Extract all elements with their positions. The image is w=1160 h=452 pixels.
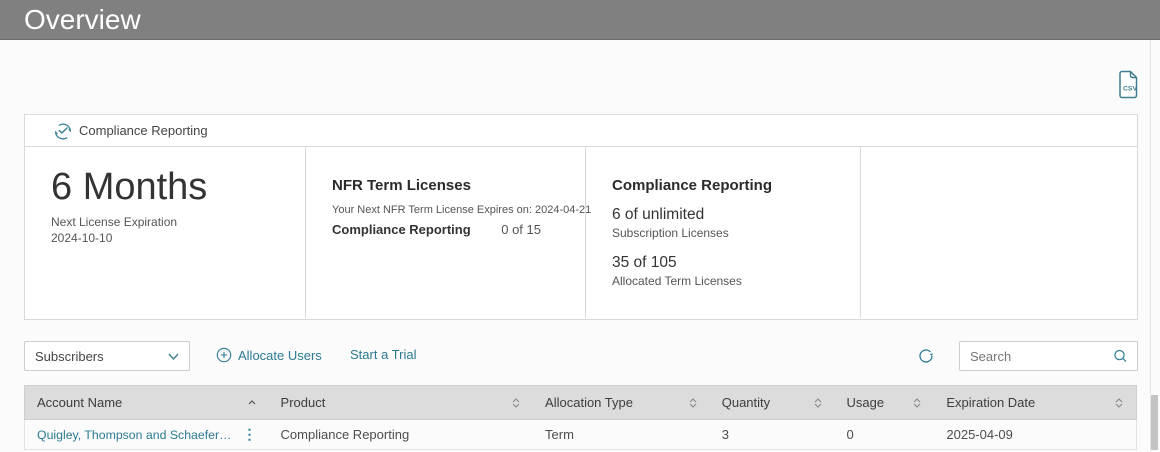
svg-text:CSV: CSV — [1123, 86, 1137, 93]
